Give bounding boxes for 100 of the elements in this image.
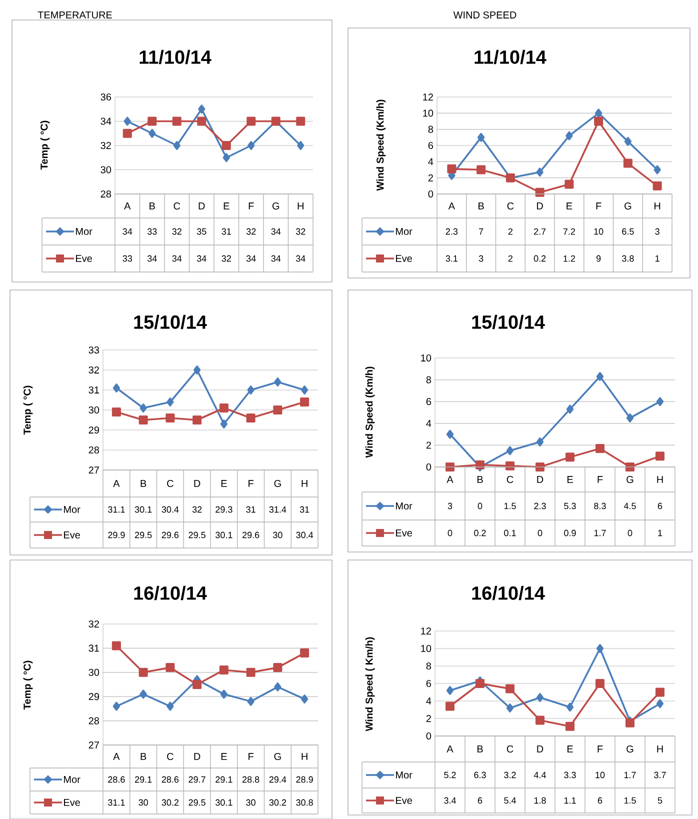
x-tick-label: D [198,202,205,210]
data-label: 31 [300,506,310,513]
y-tick-label: 4 [426,420,432,427]
point [446,462,454,472]
point [475,460,484,470]
y-tick-label: 28 [100,190,112,198]
point [222,153,230,162]
point [505,684,514,694]
data-label: 31.1 [108,799,125,806]
legend-label: Eve [64,532,80,538]
y-axis-title: Temp ( °C) [23,660,33,710]
point [112,702,120,711]
data-label: 34 [172,255,182,262]
x-tick-label: H [302,480,308,487]
point [193,365,201,374]
data-label: 30 [273,532,282,538]
x-tick-label: B [140,480,146,487]
point [172,116,182,126]
data-label: 31.4 [269,506,286,513]
x-tick-label: E [567,476,573,483]
y-tick-label: 12 [421,628,431,634]
data-label: 5.2 [444,772,456,778]
y-tick-label: 8 [428,126,434,133]
x-tick-label: E [567,746,573,752]
point [536,692,544,702]
x-tick-label: B [477,746,483,752]
data-label: 29.5 [188,532,206,538]
data-label: 0 [478,502,482,510]
data-label: 34 [246,255,256,262]
y-tick-label: 8 [426,662,432,670]
y-tick-label: 6 [428,142,434,150]
point [246,668,256,677]
y-tick-label: 27 [88,466,99,474]
legend-label: Mor [64,506,80,513]
point [112,407,121,416]
point [300,648,310,658]
data-label: 3 [478,255,484,262]
data-label: 3.2 [504,772,516,778]
x-tick-label: H [657,476,663,483]
data-label: 29.4 [269,776,286,783]
point [219,665,228,674]
x-tick-label: E [224,202,230,210]
data-label: 28.6 [108,776,125,783]
point [655,688,664,697]
y-tick-label: 8 [426,376,432,384]
data-label: 31.1 [108,506,125,513]
legend-label: Mor [64,776,80,783]
y-tick-label: 33 [88,346,100,354]
data-label: 32 [222,255,231,262]
legend-label: Eve [396,530,412,536]
legend-label: Mor [396,502,412,510]
point [247,385,254,394]
y-tick-label: 29 [88,426,99,434]
point [138,415,148,424]
point [148,128,156,138]
data-label: 10 [594,228,604,235]
point [124,116,131,126]
point [626,413,634,422]
data-label: 1 [658,530,662,536]
point [140,404,147,412]
point [565,452,574,462]
data-label: 29.5 [135,532,152,538]
legend-label: Eve [396,255,412,262]
x-tick-label: C [507,202,514,210]
y-tick-label: 2 [428,174,433,182]
data-label: 29.7 [188,776,206,783]
x-tick-label: A [446,746,454,752]
data-label: 34 [196,255,206,262]
data-label: 6 [658,502,662,510]
x-tick-label: C [506,745,514,753]
data-label: 29.5 [188,799,206,806]
legend-label: Mor [396,228,412,235]
data-label: 1.7 [594,530,606,536]
data-label: 6 [478,797,482,804]
x-tick-label: D [537,746,544,752]
data-label: 30 [246,799,256,806]
y-tick-label: 34 [100,118,112,125]
chart-title: 15/10/14 [472,314,545,330]
data-label: 34 [271,255,281,262]
x-tick-label: D [194,480,200,487]
point [192,415,202,424]
point [506,446,514,456]
point [246,413,256,422]
point [222,141,231,150]
data-label: 30.8 [296,799,313,806]
y-tick-label: 10 [421,354,432,362]
x-tick-label: A [113,753,120,760]
data-label: 3 [655,228,660,235]
x-tick-label: G [626,745,634,753]
data-label: 30.2 [162,799,178,806]
data-label: 2.3 [446,228,458,235]
point [112,384,120,392]
y-tick-label: 6 [426,398,432,406]
data-label: 29.6 [242,532,260,538]
data-label: 1.1 [564,797,576,804]
data-label: 32 [296,228,306,235]
data-label: 1.8 [534,797,546,804]
point [220,419,228,428]
data-label: 35 [196,228,206,235]
y-axis-title: Wind Speed ( Km/h) [365,637,375,732]
